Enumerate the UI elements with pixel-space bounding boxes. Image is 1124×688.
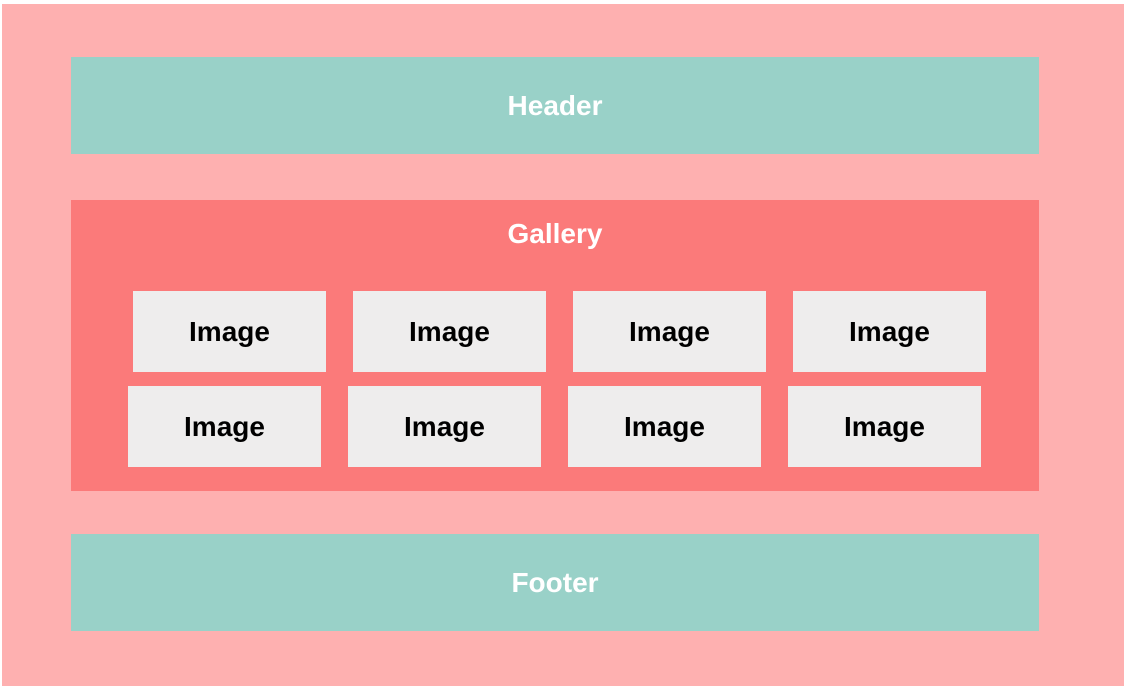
image-tile-label: Image: [189, 315, 270, 347]
gallery-title: Gallery: [507, 218, 603, 249]
image-tile-label: Image: [849, 315, 930, 347]
footer-label: Footer: [511, 566, 599, 598]
image-tile: Image: [793, 291, 986, 372]
gallery-block: Gallery Image Image Image Image Image Im…: [71, 200, 1039, 491]
image-tile: Image: [353, 291, 546, 372]
footer-block: Footer: [71, 534, 1039, 631]
image-tile-label: Image: [624, 410, 705, 442]
image-tile: Image: [573, 291, 766, 372]
image-tile-label: Image: [409, 315, 490, 347]
image-tile: Image: [788, 386, 981, 467]
header-label: Header: [507, 89, 603, 121]
image-tile-label: Image: [404, 410, 485, 442]
image-tile: Image: [568, 386, 761, 467]
image-tile-label: Image: [184, 410, 265, 442]
image-tile: Image: [348, 386, 541, 467]
image-tile: Image: [128, 386, 321, 467]
layout-diagram: Header Gallery Image Image Image Image I…: [2, 4, 1124, 686]
image-tile: Image: [133, 291, 326, 372]
header-block: Header: [71, 57, 1039, 154]
image-tile-label: Image: [629, 315, 710, 347]
image-tile-label: Image: [844, 410, 925, 442]
